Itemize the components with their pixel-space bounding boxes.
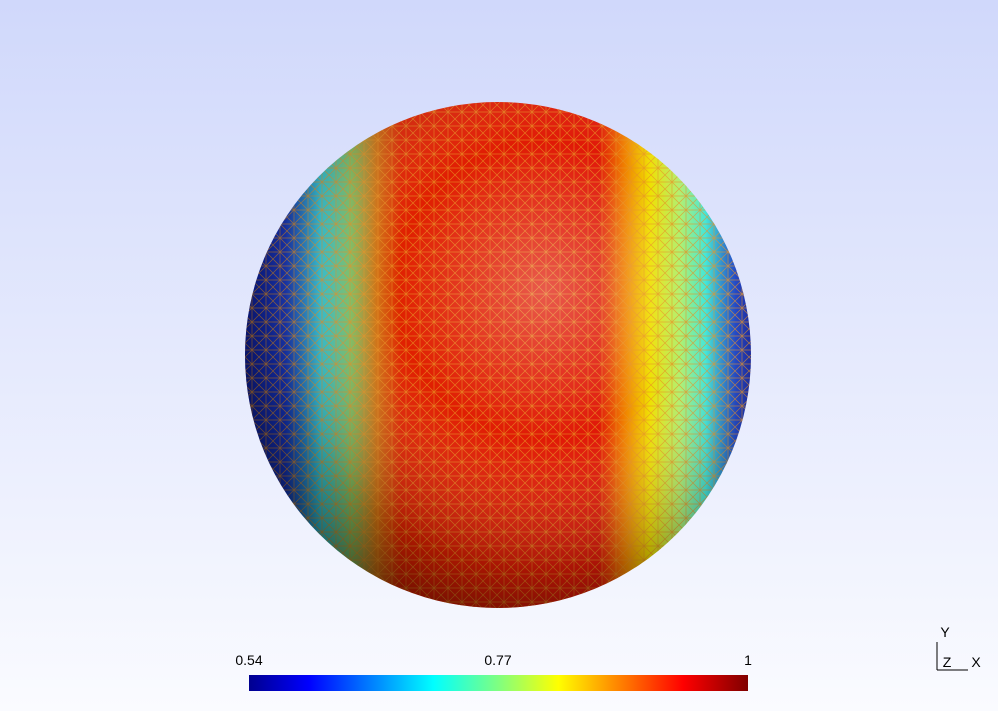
x-axis-label: X — [971, 654, 981, 670]
z-axis-label: Z — [943, 654, 952, 670]
sphere-shading — [245, 102, 751, 608]
colorbar-max: 1 — [744, 652, 752, 668]
axis-triad: Y Z X — [936, 624, 981, 671]
y-axis-label: Y — [940, 624, 950, 640]
colorbar: 0.54 0.77 1 — [235, 652, 752, 691]
colorbar-min: 0.54 — [235, 652, 262, 668]
colorbar-gradient — [249, 675, 748, 691]
colorbar-mid: 0.77 — [484, 652, 511, 668]
sphere — [245, 102, 751, 608]
